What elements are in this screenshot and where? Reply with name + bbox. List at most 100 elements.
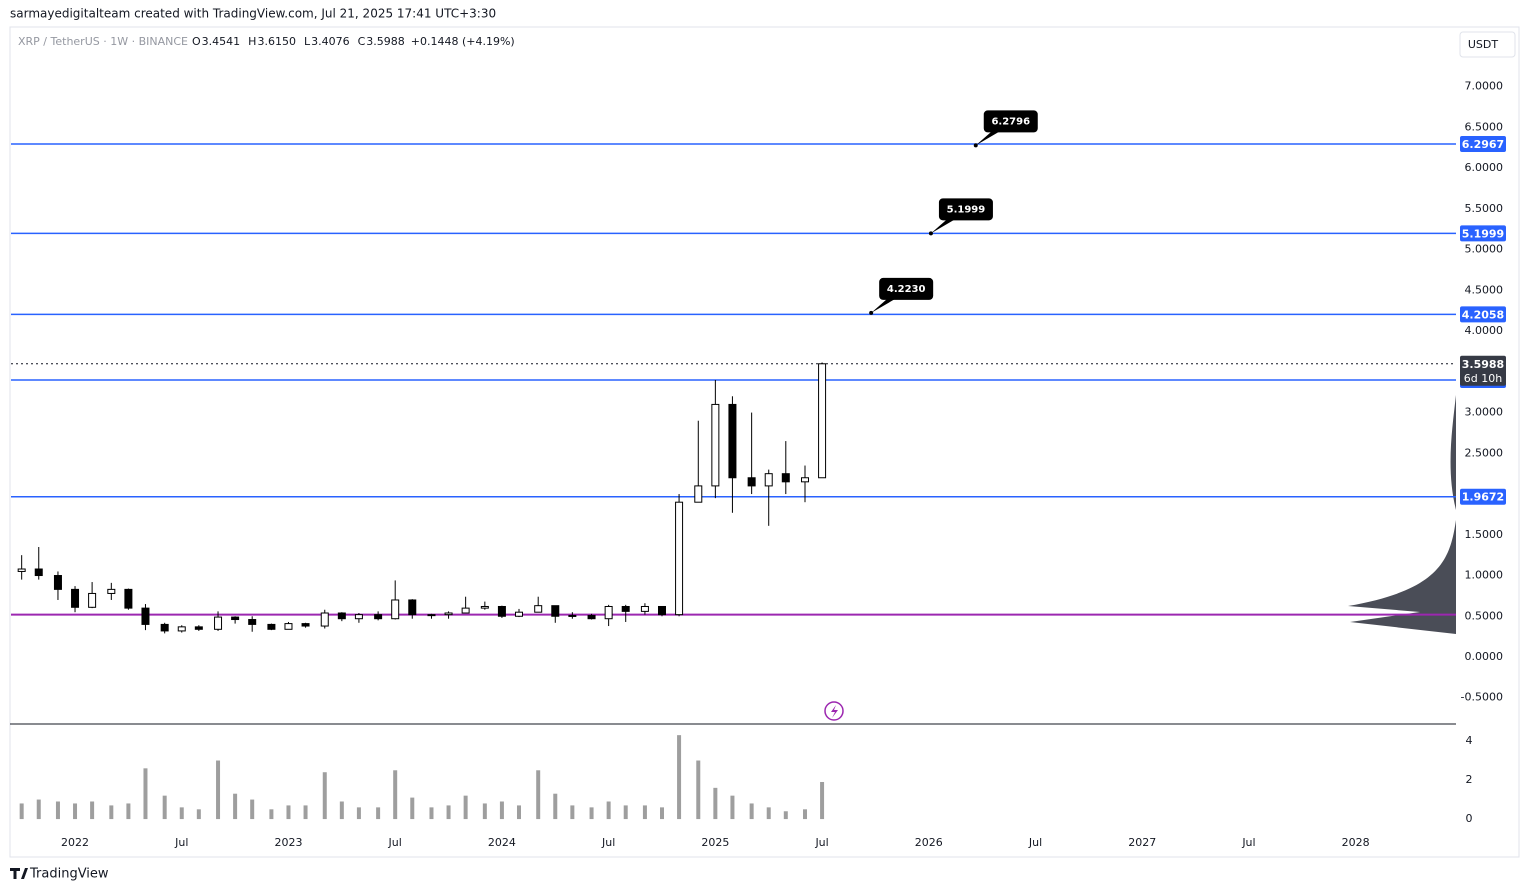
volume-bar	[749, 803, 754, 820]
y-tick-label: 3.0000	[1465, 406, 1504, 419]
chart-frame	[9, 26, 1520, 858]
candle-body	[747, 477, 756, 487]
volume-bar	[269, 809, 274, 820]
ohlc-letter: L	[304, 35, 311, 48]
callout-box	[879, 277, 934, 300]
volume-bar	[677, 735, 682, 820]
candle-body	[587, 614, 596, 620]
level-price-box	[1460, 306, 1506, 323]
candle-body	[818, 363, 827, 479]
x-tick-label: Jul	[601, 836, 615, 849]
callout-pointer	[930, 219, 955, 234]
volume-bar	[642, 805, 647, 820]
volume-bar	[446, 805, 451, 820]
volume-bar	[820, 781, 825, 820]
volume-bar	[376, 807, 381, 820]
volume-bar	[216, 760, 221, 820]
volume-profile	[1348, 395, 1456, 634]
ohlc-letter: O	[192, 35, 201, 48]
candle-body	[728, 403, 737, 479]
y-tick-label: 6.5000	[1465, 120, 1504, 133]
volume-bar	[36, 799, 41, 820]
volume-bar	[303, 805, 308, 820]
candle-body	[231, 616, 240, 621]
volume-bar	[250, 799, 255, 820]
volume-bar	[109, 805, 114, 820]
volume-bar	[90, 801, 95, 820]
candle-body	[17, 568, 26, 572]
volume-bar	[55, 801, 60, 820]
volume-tick-label: 4	[1466, 734, 1473, 747]
callout-pointer	[975, 131, 1000, 146]
y-tick-label: 4.5000	[1465, 283, 1504, 296]
candle-body	[604, 605, 613, 620]
last-price-label: 3.5988	[1462, 358, 1504, 371]
volume-bar	[499, 801, 504, 820]
volume-bar	[356, 807, 361, 820]
candle-body	[551, 605, 560, 617]
y-tick-label: 4.0000	[1465, 324, 1504, 337]
attribution: sarmayedigitalteam created with TradingV…	[10, 7, 496, 21]
volume-bar	[783, 811, 788, 820]
volume-bar	[570, 805, 575, 820]
candle-body	[337, 612, 346, 620]
y-tick-label: 5.0000	[1465, 243, 1504, 256]
candle-body	[284, 623, 293, 630]
volume-bar	[19, 803, 24, 820]
candle-body	[461, 607, 470, 614]
volume-bar	[179, 807, 184, 820]
volume-bar	[803, 809, 808, 820]
y-tick-label: 7.0000	[1465, 80, 1504, 93]
candle-body	[194, 626, 203, 630]
candle-body	[267, 623, 276, 630]
candle-body	[71, 588, 80, 608]
x-tick-label: 2023	[274, 836, 302, 849]
ohlc-value: 3.6150	[257, 35, 296, 48]
alert-bolt	[831, 705, 838, 718]
candle-body	[444, 612, 453, 616]
x-tick-label: 2027	[1128, 836, 1156, 849]
currency[interactable]: USDT	[1468, 38, 1499, 51]
volume-bar	[536, 770, 541, 820]
candle-body	[657, 605, 666, 616]
candle-body	[107, 588, 116, 594]
ohlc-letter: H	[248, 35, 256, 48]
candle-body	[480, 605, 489, 609]
volume-bar	[623, 805, 628, 820]
level-price-label: 5.1999	[1462, 227, 1504, 240]
currency-button[interactable]	[1459, 31, 1516, 58]
alert-icon[interactable]	[824, 701, 844, 721]
level-price-label: 6.2967	[1462, 138, 1504, 151]
y-tick-label: 2.5000	[1465, 446, 1504, 459]
volume-bar	[126, 803, 131, 820]
volume-bar	[713, 787, 718, 820]
candle-body	[177, 626, 186, 632]
candle-body	[568, 614, 577, 617]
candle-body	[514, 611, 523, 617]
brand-logo	[10, 868, 28, 879]
level-price-label: 4.2058	[1462, 308, 1504, 321]
x-tick-label: 2026	[915, 836, 943, 849]
volume-bar	[482, 803, 487, 820]
volume-bar	[463, 795, 468, 820]
candle-body	[301, 623, 310, 627]
countdown: 6d 10h	[1464, 372, 1502, 385]
volume-bar	[589, 807, 594, 820]
volume-bar	[516, 805, 521, 820]
candle-body	[497, 605, 506, 617]
candle-body	[408, 599, 417, 616]
ohlc-value: 3.4076	[311, 35, 350, 48]
level-price-box	[1460, 135, 1506, 152]
y-tick-label: 1.0000	[1465, 569, 1504, 582]
volume-bar	[606, 801, 611, 820]
candle-body	[427, 614, 436, 617]
volume-bar	[196, 809, 201, 820]
volume-bar	[410, 797, 415, 820]
candle-body	[141, 607, 150, 625]
volume-bar	[659, 807, 664, 820]
candle-body	[675, 501, 684, 616]
y-tick-label: 6.0000	[1465, 161, 1504, 174]
candle-body	[621, 605, 630, 612]
y-tick-label: 1.5000	[1465, 528, 1504, 541]
volume-tick-label: 0	[1466, 812, 1473, 825]
